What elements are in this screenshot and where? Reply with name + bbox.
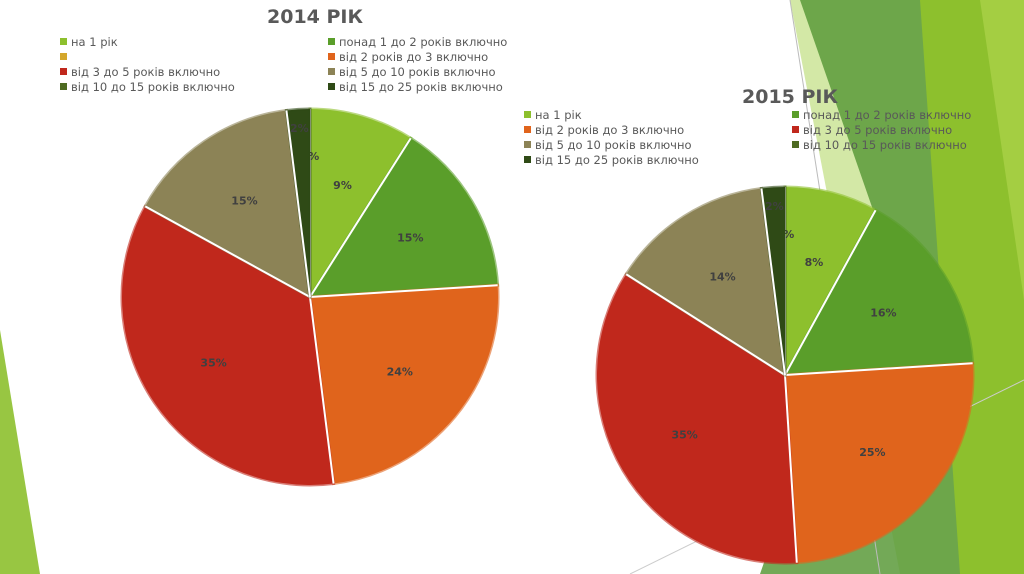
legend-item bbox=[60, 50, 71, 65]
legend-label: від 10 до 15 років включно bbox=[71, 80, 235, 94]
legend-item: від 10 до 15 років включно bbox=[792, 138, 967, 153]
legend-label: від 15 до 25 років включно bbox=[339, 80, 503, 94]
slice-separator bbox=[784, 362, 973, 376]
legend-swatch bbox=[60, 53, 67, 60]
legend-label: від 10 до 15 років включно bbox=[803, 138, 967, 152]
legend-swatch bbox=[792, 141, 799, 148]
legend-item: від 10 до 15 років включно bbox=[60, 80, 235, 95]
decor-triangle bbox=[920, 0, 1024, 574]
legend-label: від 2 років до 3 включно bbox=[535, 123, 685, 137]
slice-data-label: 15% bbox=[397, 232, 423, 245]
legend-item: на 1 рік bbox=[524, 108, 582, 123]
legend-item: від 2 років до 3 включно bbox=[524, 123, 684, 138]
pie-slice bbox=[308, 283, 500, 486]
legend-label: від 3 до 5 років включно bbox=[71, 65, 221, 79]
legend-swatch bbox=[60, 38, 67, 45]
slice-separator bbox=[760, 188, 786, 376]
slice-data-label: 8% bbox=[805, 256, 824, 269]
legend-item: на 1 рік bbox=[60, 35, 118, 50]
legend-item: понад 1 до 2 років включно bbox=[328, 35, 507, 50]
pie-slice bbox=[307, 136, 500, 299]
chart-title-2015: 2015 РІК bbox=[742, 86, 839, 108]
slice-separator bbox=[625, 273, 786, 376]
slice-data-label: 15% bbox=[231, 195, 257, 208]
legend-swatch bbox=[328, 68, 335, 75]
legend-item: від 15 до 25 років включно bbox=[524, 153, 699, 168]
pie-slice bbox=[120, 204, 336, 487]
slice-data-label: 24% bbox=[387, 365, 413, 378]
chart-title-2014: 2014 РІК bbox=[267, 6, 364, 28]
legend-label: від 15 до 25 років включно bbox=[535, 153, 699, 167]
slice-data-label: 9% bbox=[333, 179, 352, 192]
legend-swatch bbox=[328, 83, 335, 90]
slice-data-label: 25% bbox=[859, 446, 885, 459]
decor-triangle bbox=[980, 0, 1024, 300]
legend-swatch bbox=[60, 83, 67, 90]
pie-slice bbox=[595, 272, 799, 565]
legend-swatch bbox=[792, 111, 799, 118]
slice-separator bbox=[285, 110, 311, 298]
pie-slice bbox=[782, 208, 975, 377]
slice-separator bbox=[784, 374, 798, 563]
legend-swatch bbox=[328, 38, 335, 45]
legend-swatch bbox=[792, 126, 799, 133]
slice-data-label: 14% bbox=[709, 271, 735, 284]
legend-label: на 1 рік bbox=[535, 108, 582, 122]
pie-slice bbox=[308, 107, 413, 303]
slice-separator bbox=[309, 284, 498, 298]
legend-item: від 3 до 5 років включно bbox=[792, 123, 952, 138]
slice-separator bbox=[309, 296, 335, 484]
slice-data-label: 2% bbox=[290, 122, 309, 135]
legend-item: від 5 до 10 років включно bbox=[524, 138, 692, 153]
slice-separator bbox=[144, 205, 311, 298]
legend-swatch bbox=[328, 53, 335, 60]
legend-label: на 1 рік bbox=[71, 35, 118, 49]
legend-label: від 5 до 10 років включно bbox=[339, 65, 496, 79]
legend-label: понад 1 до 2 років включно bbox=[803, 108, 972, 122]
legend-item: від 15 до 25 років включно bbox=[328, 80, 503, 95]
slice-data-label: 2% bbox=[765, 200, 784, 213]
legend-swatch bbox=[524, 111, 531, 118]
legend-label: понад 1 до 2 років включно bbox=[339, 35, 508, 49]
slice-separator bbox=[309, 137, 412, 298]
pie-slice bbox=[783, 361, 975, 565]
legend-item: від 3 до 5 років включно bbox=[60, 65, 220, 80]
decor-triangle bbox=[0, 330, 40, 574]
pie-slice bbox=[624, 186, 787, 378]
pie-slice bbox=[143, 108, 312, 300]
legend-swatch bbox=[524, 141, 531, 148]
slice-separator bbox=[784, 209, 877, 376]
legend-swatch bbox=[524, 156, 531, 163]
legend-item: від 2 років до 3 включно bbox=[328, 50, 488, 65]
slice-data-label: 16% bbox=[870, 307, 896, 320]
legend-item: понад 1 до 2 років включно bbox=[792, 108, 971, 123]
legend-item: від 5 до 10 років включно bbox=[328, 65, 496, 80]
legend-label: від 5 до 10 років включно bbox=[535, 138, 692, 152]
legend-label: від 2 років до 3 включно bbox=[339, 50, 489, 64]
slice-data-label: 35% bbox=[200, 357, 226, 370]
legend-swatch bbox=[60, 68, 67, 75]
pie-slice bbox=[783, 185, 878, 376]
slice-data-label: 35% bbox=[672, 428, 698, 441]
legend-label: від 3 до 5 років включно bbox=[803, 123, 953, 137]
legend-swatch bbox=[524, 126, 531, 133]
